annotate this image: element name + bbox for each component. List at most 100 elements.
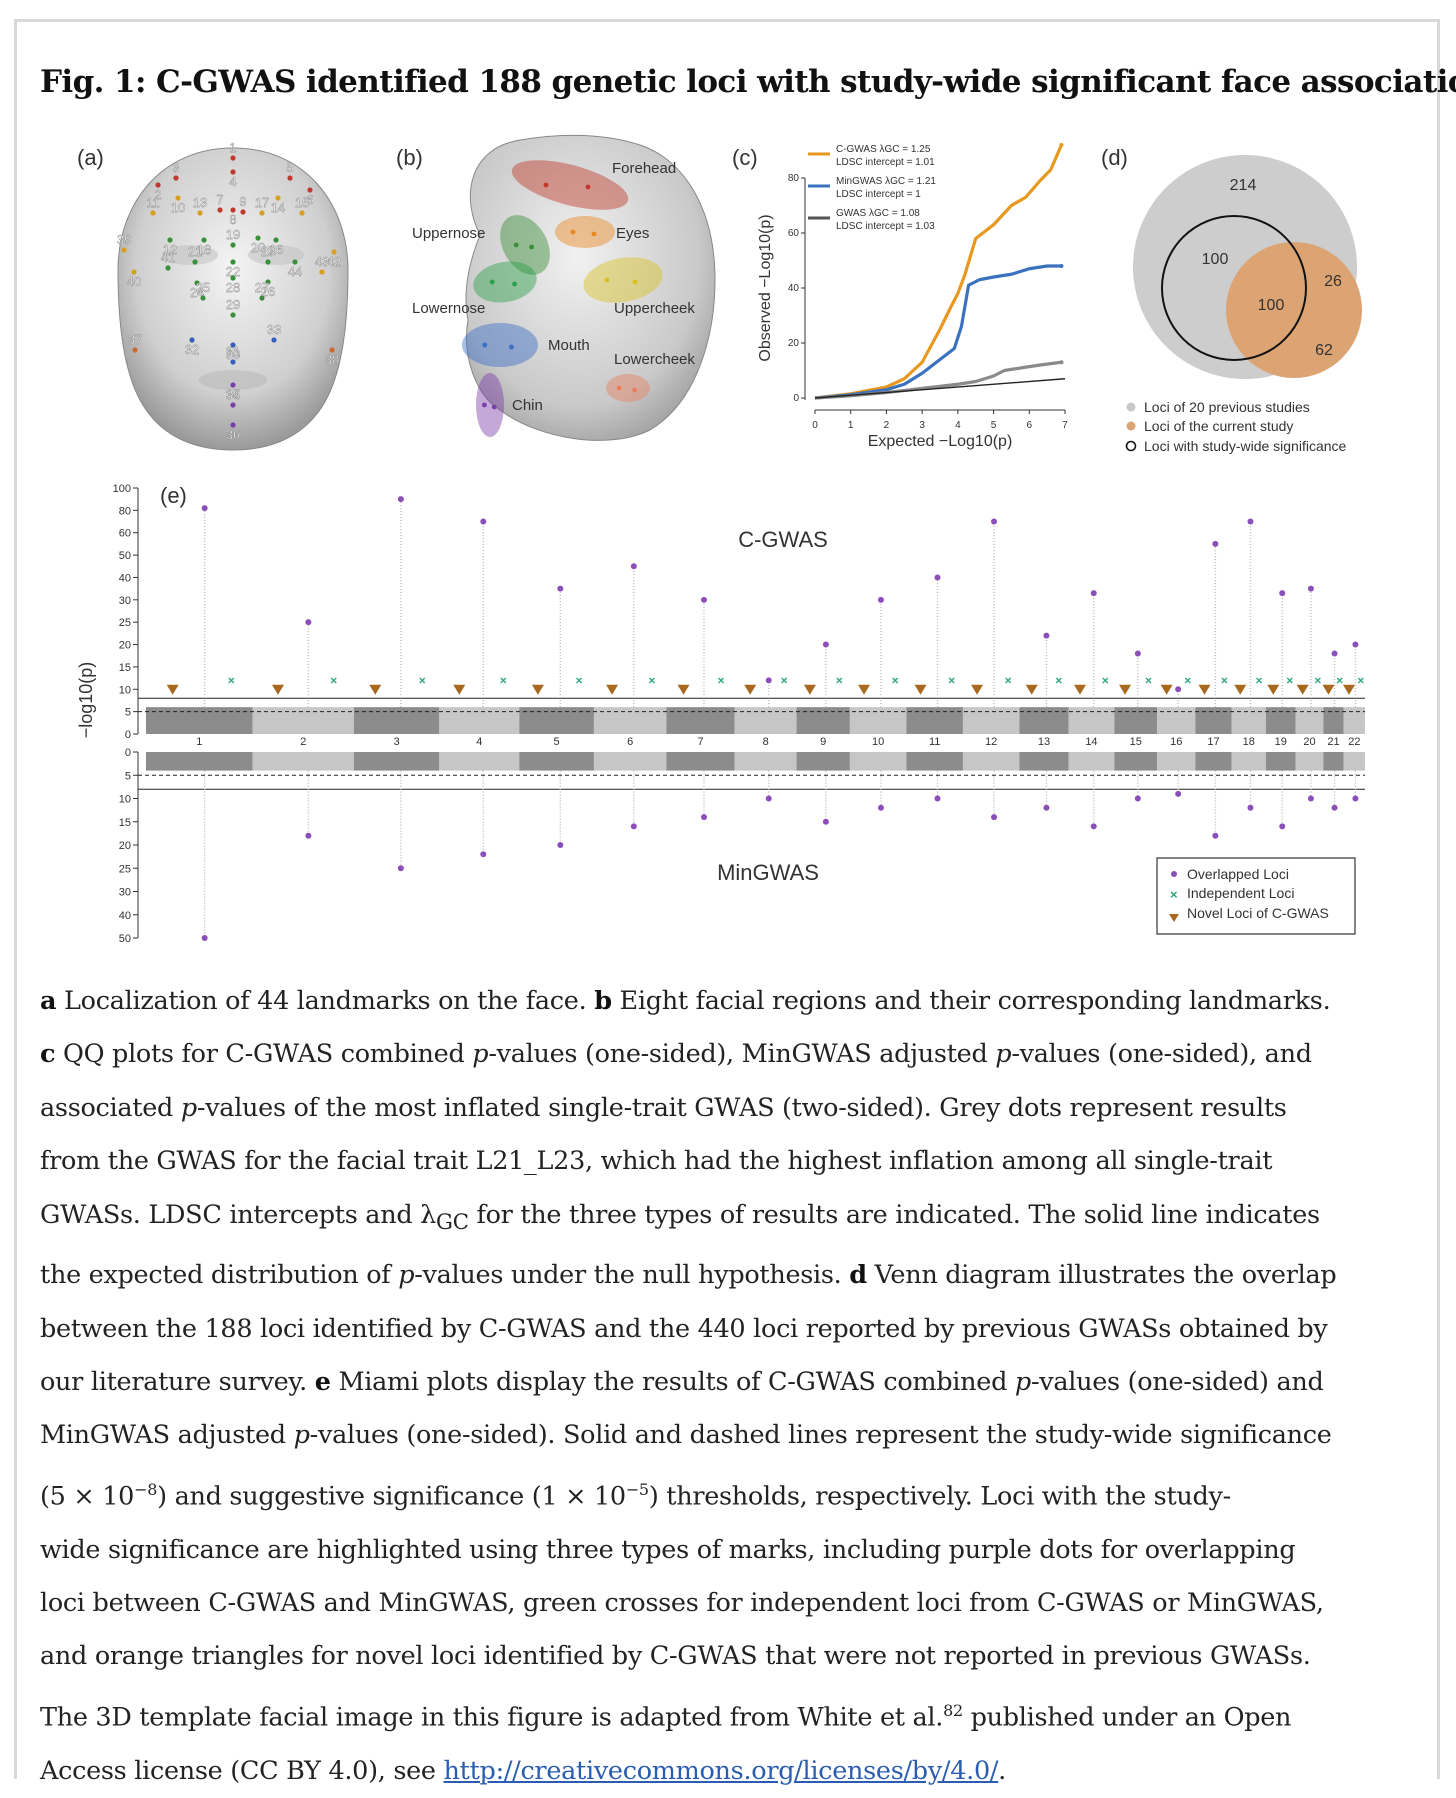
overlapped-locus-marker [1134,795,1141,802]
overlapped-locus-marker [934,574,941,581]
miami-top-tick-label: 25 [119,617,131,629]
landmark-dot [230,342,236,348]
landmark-dot [292,259,298,265]
miami-bottom-tick-label: 0 [125,747,131,759]
overlapped-locus-marker [305,832,312,839]
region-label-uppernose: Uppernose [412,225,485,242]
region-landmark [543,182,549,188]
qq-x-tick-label: 7 [1062,420,1068,431]
landmark-label: 32 [185,342,199,357]
legend-orange-triangle [1169,914,1179,922]
region-forehead [511,160,629,210]
landmark-label: 23 [261,244,275,259]
chrom-label: 12 [985,736,997,748]
qq-y-tick-label: 0 [793,393,799,404]
overlapped-locus-marker [822,641,829,648]
landmark-dot [265,259,271,265]
independent-locus-marker: × [648,673,655,687]
caption-superscript[interactable]: −8 [134,1479,158,1499]
overlapped-locus-marker [1352,641,1359,648]
landmark-dot [230,402,236,408]
landmark-label: 28 [226,280,240,295]
independent-locus-marker: × [1102,673,1109,687]
chrom-block-bottom [849,752,907,771]
qq-y-tick-label: 80 [788,173,800,184]
head-silhouette [465,134,716,441]
figure-caption: a Localization of 44 landmarks on the fa… [40,975,1420,1798]
miami-bottom-tick-label: 40 [119,910,131,922]
caption-italic: p [398,1260,415,1291]
miami-ylabel: −log10(p) [76,662,96,739]
miami-top-tick-label: 0 [125,729,131,741]
landmark-dot [265,279,271,285]
landmark-dot [217,207,223,213]
region-landmark [604,277,610,283]
chrom-label: 17 [1207,736,1219,748]
chrom-block-bottom [1323,752,1344,771]
novel-locus-marker [1322,684,1335,695]
chrom-block-bottom [1195,752,1232,771]
independent-locus-marker: × [330,673,337,687]
venn-legend-3: Loci with study-wide significance [1144,438,1347,454]
qq-point [1059,360,1064,365]
caption-math: ) [648,1481,659,1512]
landmark-dot [173,175,179,181]
landmark-label: 17 [255,195,269,210]
region-label-forehead: Forehead [612,160,676,177]
overlapped-locus-marker [630,563,637,570]
qq-y-tick-label: 40 [788,283,800,294]
landmark-label: 40 [127,274,141,289]
landmark-label: 33 [267,322,281,337]
caption-line: The 3D template facial image in this fig… [40,1700,1292,1733]
overlapped-locus-marker [1279,590,1286,597]
region-landmark [632,279,638,285]
caption-panel-ref: e [314,1366,331,1397]
qq-ylabel: Observed −Log10(p) [757,214,774,361]
caption-line: between the 188 loci identified by C-GWA… [40,1313,1328,1344]
caption-superscript[interactable]: 82 [943,1700,963,1720]
landmark-label: 43 [315,254,329,269]
qq-legend-text: LDSC intercept = 1.01 [836,157,935,168]
miami-top-tick-label: 15 [119,662,131,674]
chrom-label: 7 [698,736,704,748]
region-landmark [632,387,637,393]
chrom-block-top [439,707,520,734]
overlapped-locus-marker [630,823,637,830]
region-landmark [616,385,622,391]
overlapped-locus-marker [934,795,941,802]
qq-plot: 0 1 2 3 4 5 6 7 0 20 40 60 80 Expected −Log10(p) Obser… [757,143,1068,450]
novel-locus-marker [166,684,179,695]
landmark-dot [240,209,246,215]
region-uppernose [500,215,550,275]
region-group: Forehead Eyes Uppernose Lowernose Uppercheek… [412,160,695,437]
panel-b-label: (b) [396,145,423,170]
overlapped-locus-marker [877,804,884,811]
chrom-label: 11 [929,736,940,748]
novel-locus-marker [914,684,927,695]
caption-italic: p [180,1092,197,1123]
novel-locus-marker [971,684,984,695]
overlapped-locus-marker [822,818,829,825]
chrom-block-bottom [146,752,253,771]
landmark-dot [230,312,236,318]
caption-superscript[interactable]: −5 [625,1479,649,1499]
region-landmark [491,404,497,410]
independent-locus-marker: × [1336,673,1343,687]
chrom-label: 18 [1243,736,1255,748]
venn-current [1226,242,1362,378]
miami-top-tick-label: 20 [119,640,131,652]
overlapped-locus-marker [201,505,208,512]
landmark-label: 5 [286,160,293,175]
overlapped-locus-marker [1134,650,1141,657]
license-link[interactable]: http://creativecommons.org/licenses/by/4… [443,1755,999,1786]
novel-locus-marker [1073,684,1086,695]
caption-math: λ [420,1199,437,1230]
chrom-block-top [1343,707,1365,734]
caption-line: and orange triangles for novel loci iden… [40,1641,1311,1672]
independent-locus-marker: × [948,673,955,687]
qq-series-c-gwas [814,144,1063,400]
chrom-label: 20 [1303,736,1315,748]
qq-legend-text: GWAS λGC = 1.08 [836,208,920,219]
overlapped-locus-marker [765,795,772,802]
landmark-label: 1 [229,140,236,155]
